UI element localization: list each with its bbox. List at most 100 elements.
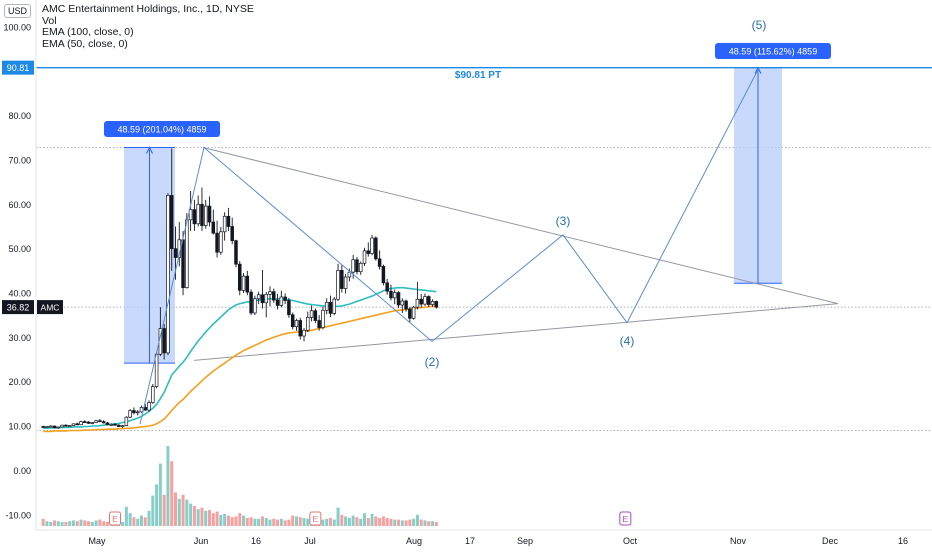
candle-body (317, 320, 321, 328)
volume-bar (158, 463, 162, 526)
volume-bar (94, 520, 98, 526)
volume-bar (162, 494, 166, 526)
volume-bar (366, 518, 370, 526)
candle-body (415, 298, 420, 308)
volume-bar (242, 515, 246, 526)
volume-bar (431, 521, 435, 526)
time-tick: Nov (730, 536, 747, 546)
volume-bar (340, 514, 344, 526)
wave-label: (5) (752, 18, 767, 32)
symbol-tag (37, 300, 63, 315)
candle-body (268, 291, 272, 295)
earnings-marker-label: E (622, 514, 628, 524)
candle-body (117, 424, 121, 427)
candle-body (275, 299, 280, 306)
volume-bar (291, 515, 295, 526)
legend-ema100[interactable]: EMA (100, close, 0) (42, 26, 134, 38)
volume-bar (257, 518, 261, 526)
candle-body (64, 424, 68, 427)
candle-body (427, 296, 431, 305)
volume-bar (378, 518, 382, 526)
candle-body (75, 423, 79, 426)
measure-tag (715, 43, 831, 59)
candle-body (60, 424, 64, 428)
price-tick: 100.00 (3, 22, 31, 32)
volume-bar (155, 484, 159, 526)
volume-bar (102, 521, 106, 526)
volume-bar (105, 522, 109, 526)
candle-body (101, 421, 106, 424)
volume-bar (170, 461, 174, 526)
volume-bar (328, 518, 332, 526)
earnings-marker-label: E (112, 514, 118, 524)
candle-body (294, 320, 299, 328)
time-tick: Oct (623, 536, 638, 546)
ema100-line (43, 305, 437, 433)
candle-body (313, 310, 318, 321)
candle-body (389, 290, 393, 299)
price-tag-last-text: 36.82 (7, 303, 30, 313)
candle-body (234, 240, 238, 265)
price-tick: 60.00 (8, 200, 31, 210)
volume-bar (64, 522, 68, 526)
candle-body (120, 425, 125, 427)
candle-body (279, 296, 284, 306)
legend-ema50[interactable]: EMA (50, close, 0) (42, 37, 128, 50)
candle-body (347, 271, 352, 278)
volume-bar (423, 520, 427, 526)
candle-body (272, 291, 276, 301)
candle-body (302, 329, 306, 337)
volume-bar (325, 518, 329, 526)
candle-body (328, 301, 333, 314)
time-tick: 17 (465, 536, 475, 546)
candle-body (336, 270, 340, 300)
candle-body (358, 262, 363, 273)
chart-legend: AMC Entertainment Holdings, Inc., 1D, NY… (42, 3, 254, 50)
triangle-lower-line (193, 303, 839, 361)
candle-body (408, 308, 412, 319)
candle-body (332, 298, 337, 314)
price-tick: 40.00 (8, 289, 31, 299)
volume-bar (434, 522, 438, 526)
volume-bar (128, 513, 132, 526)
volume-bar (404, 520, 408, 526)
candle-body (241, 275, 246, 291)
candle-body (321, 309, 325, 328)
volume-bar (41, 518, 45, 526)
legend-volume[interactable]: Vol (42, 14, 57, 27)
currency-label[interactable]: USD (4, 4, 32, 18)
candle-body (203, 205, 208, 226)
symbol-tag-text: AMC (41, 303, 60, 313)
volume-bar (419, 519, 423, 526)
candle-body (169, 195, 174, 249)
earnings-marker-label: E (313, 514, 319, 524)
wave-label: (3) (556, 214, 571, 228)
candle-body (56, 426, 61, 429)
time-tick: Dec (822, 536, 839, 546)
volume-bar (132, 517, 136, 526)
candle-body (283, 296, 287, 301)
volume-bar (53, 520, 57, 526)
volume-bar (321, 519, 325, 526)
volume-bar (204, 510, 208, 526)
candle-body (215, 232, 219, 253)
candle-body (124, 416, 129, 426)
candle-body (245, 275, 250, 293)
symbol-title[interactable]: AMC Entertainment Holdings, Inc., 1D, NY… (42, 3, 254, 15)
volume-bar (177, 498, 181, 526)
volume-bar (359, 518, 363, 526)
volume-bar (400, 520, 404, 526)
volume-bar (60, 522, 64, 526)
candle-body (260, 294, 265, 304)
candle-body (162, 328, 166, 354)
volume-bar (234, 516, 238, 526)
volume-bar (192, 506, 196, 526)
volume-bar (223, 514, 227, 526)
candle-body (94, 420, 98, 423)
volume-bar (253, 518, 257, 526)
candle-body (230, 226, 234, 242)
volume-bar (181, 494, 185, 526)
volume-bar (56, 521, 60, 526)
